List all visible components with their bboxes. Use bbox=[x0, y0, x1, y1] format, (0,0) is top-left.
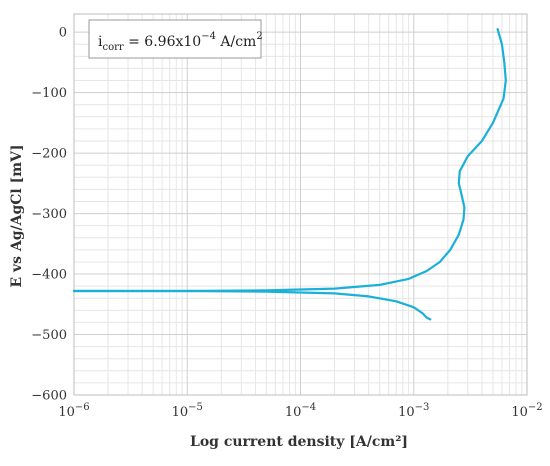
x-tick-label: 10−6 bbox=[58, 402, 89, 420]
annotation-exponent: −4 bbox=[201, 31, 216, 42]
x-axis-title: Log current density [A/cm²] bbox=[190, 434, 408, 450]
y-tick-label: −500 bbox=[31, 328, 67, 343]
x-tick-base: 10 bbox=[398, 405, 415, 420]
y-tick-labels: 0 −100 −200 −300 −400 −500 −600 bbox=[31, 26, 67, 404]
x-tick-exponent: −3 bbox=[415, 402, 430, 413]
y-tick-label: −600 bbox=[31, 389, 67, 404]
annotation-text: icorr = 6.96x10−4 A/cm2 bbox=[98, 31, 263, 53]
series-line-cathodic bbox=[72, 289, 432, 321]
annotation-prefix: i bbox=[98, 34, 103, 50]
x-tick-labels: 10−6 10−5 10−4 10−3 10−2 bbox=[58, 402, 542, 420]
y-tick-label: −400 bbox=[31, 268, 67, 283]
series-layer bbox=[72, 28, 507, 321]
annotation-unit: A/cm bbox=[216, 34, 256, 50]
x-tick-exponent: −2 bbox=[528, 402, 543, 413]
x-tick-label: 10−4 bbox=[285, 402, 316, 420]
annotation-value: = 6.96x10 bbox=[124, 34, 202, 50]
x-tick-base: 10 bbox=[58, 405, 75, 420]
series-line-anodic bbox=[72, 28, 507, 293]
annotation-unit-exponent: 2 bbox=[256, 31, 262, 42]
x-tick-exponent: −5 bbox=[188, 402, 203, 413]
x-tick-label: 10−2 bbox=[511, 402, 542, 420]
y-tick-label: −200 bbox=[31, 147, 67, 162]
x-tick-base: 10 bbox=[511, 405, 528, 420]
legend-annotation: icorr = 6.96x10−4 A/cm2 bbox=[88, 19, 263, 59]
y-tick-label: −300 bbox=[31, 207, 67, 222]
x-tick-base: 10 bbox=[285, 405, 302, 420]
x-tick-base: 10 bbox=[172, 405, 189, 420]
x-tick-label: 10−3 bbox=[398, 402, 429, 420]
x-tick-label: 10−5 bbox=[172, 402, 203, 420]
x-tick-exponent: −4 bbox=[301, 402, 316, 413]
y-tick-label: 0 bbox=[59, 26, 67, 41]
plot-frame bbox=[73, 13, 528, 396]
y-axis-title: E vs Ag/AgCl [mV] bbox=[9, 144, 25, 287]
y-tick-label: −100 bbox=[31, 86, 67, 101]
x-tick-exponent: −6 bbox=[75, 402, 90, 413]
annotation-box bbox=[88, 19, 262, 59]
annotation-subscript: corr bbox=[102, 42, 123, 53]
